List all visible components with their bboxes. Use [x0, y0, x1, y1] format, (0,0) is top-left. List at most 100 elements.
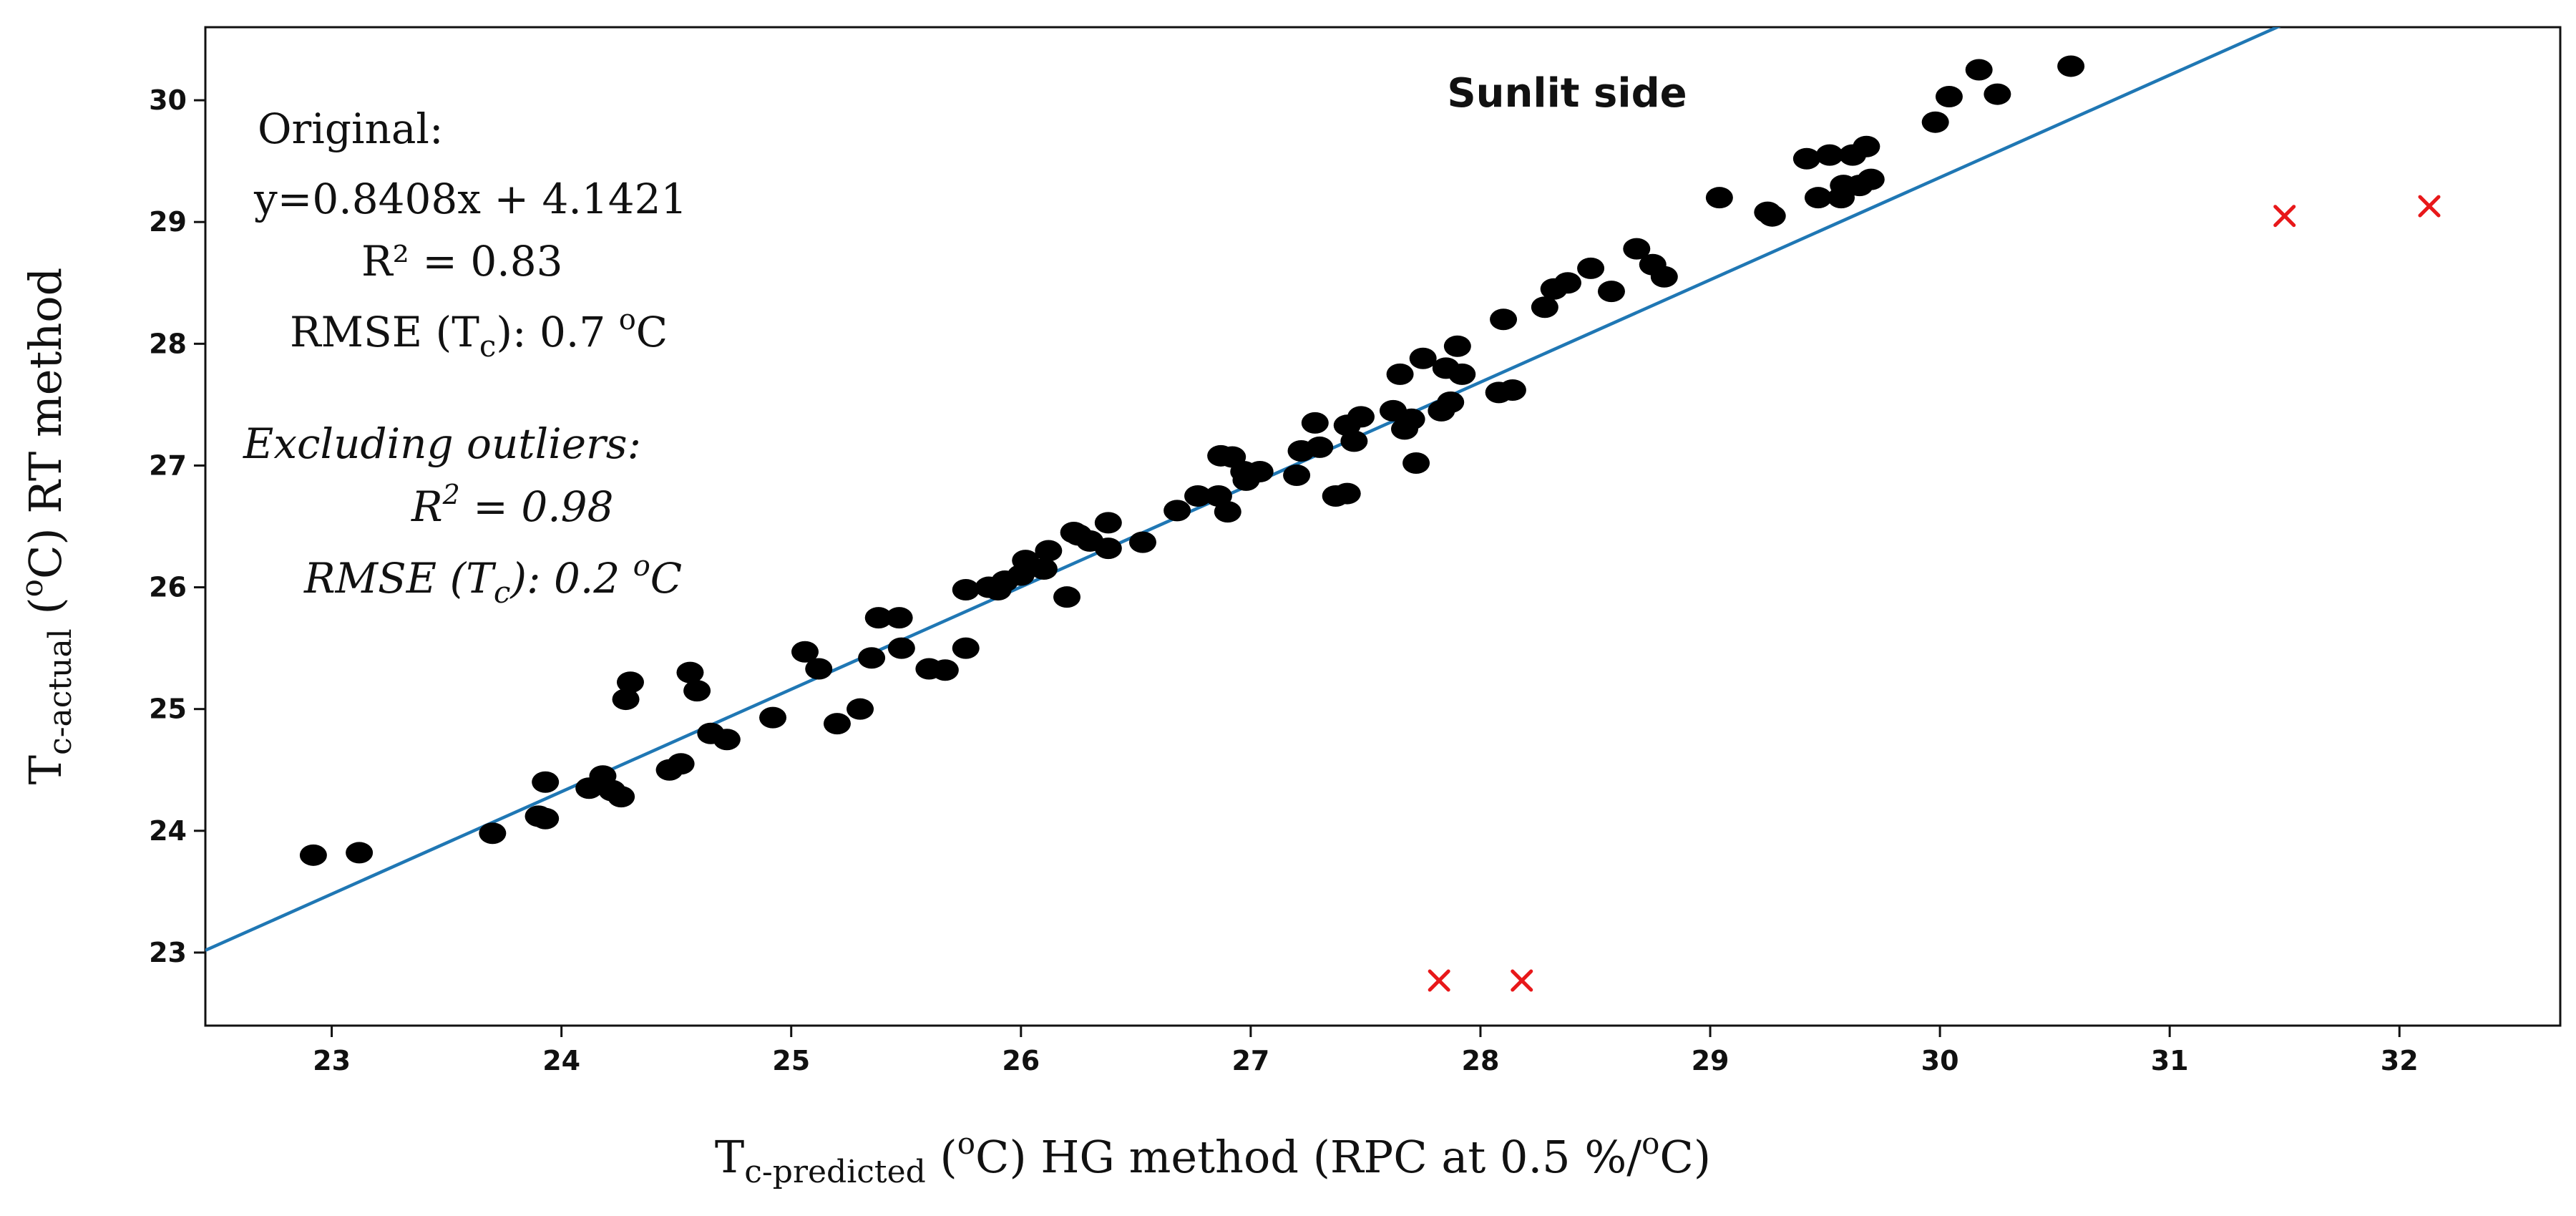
y-tick-label: 29 [149, 206, 187, 238]
data-point [1984, 83, 2011, 105]
data-point [1553, 272, 1581, 294]
data-point [1804, 187, 1832, 209]
excluding-outliers-annotation: Excluding outliers: R2 = 0.98 RMSE (Tc):… [243, 419, 682, 610]
excluding-label: Excluding outliers: [243, 419, 641, 468]
outlier-point [1428, 969, 1450, 992]
y-tick-label: 27 [149, 449, 187, 481]
data-point [1030, 558, 1058, 580]
data-points [299, 55, 2085, 866]
outlier-point [2418, 195, 2441, 218]
data-point [759, 706, 787, 729]
data-point [1094, 512, 1122, 534]
data-point [1035, 540, 1063, 562]
data-point [299, 844, 327, 866]
data-point [1815, 144, 1843, 166]
data-point [805, 658, 833, 680]
data-point [847, 698, 874, 720]
data-point [931, 659, 959, 681]
data-point [1283, 464, 1311, 487]
data-point [676, 661, 704, 684]
data-point [952, 637, 980, 659]
x-tick-label: 28 [1462, 1045, 1500, 1076]
data-point [1448, 363, 1476, 385]
fit-equation: y=0.8408x + 4.1421 [253, 175, 687, 223]
data-point [1214, 501, 1241, 523]
data-point [713, 729, 741, 751]
data-point [1409, 347, 1437, 369]
original-label: Original: [258, 104, 444, 153]
data-point [532, 771, 560, 793]
data-point [1301, 412, 1329, 434]
y-tick-label: 25 [149, 694, 187, 725]
y-tick-label: 23 [149, 937, 187, 968]
data-point [1650, 266, 1678, 288]
y-tick-label: 26 [149, 572, 187, 603]
data-point [1184, 485, 1212, 507]
data-point [1437, 391, 1465, 413]
data-point [1623, 238, 1651, 260]
data-point [616, 671, 644, 694]
outlier-points [1428, 195, 2441, 992]
data-point [1246, 460, 1274, 482]
data-point [1340, 430, 1368, 452]
data-point [612, 689, 640, 711]
data-point [1094, 538, 1122, 560]
data-point [1853, 135, 1880, 157]
data-point [791, 641, 819, 663]
data-point [1935, 85, 1963, 107]
data-point [1490, 308, 1518, 331]
data-point [1597, 281, 1625, 303]
x-axis-title: Tc-predicted (oC) HG method (RPC at 0.5 … [715, 1126, 1711, 1190]
x-tick-label: 26 [1002, 1045, 1040, 1076]
data-point [1705, 187, 1733, 209]
y-axis-title: Tc-actual (oC) RT method [14, 268, 79, 785]
rmse-excluding: RMSE (Tc): 0.2 oC [303, 550, 682, 610]
data-point [1921, 111, 1949, 133]
data-point [1386, 363, 1414, 385]
data-point [1531, 296, 1558, 318]
y-tick-label: 24 [149, 815, 187, 847]
data-point [1053, 586, 1081, 608]
data-point [887, 637, 915, 659]
x-tick-label: 23 [313, 1045, 351, 1076]
data-point [1857, 168, 1885, 190]
data-point [479, 822, 507, 845]
data-point [823, 713, 851, 735]
r2-excluding: R2 = 0.98 [411, 479, 613, 531]
data-point [1402, 452, 1430, 475]
data-point [858, 647, 886, 669]
data-point [683, 680, 711, 702]
chart-title: Sunlit side [1447, 70, 1687, 117]
data-point [1577, 257, 1605, 279]
x-tick-label: 32 [2381, 1045, 2419, 1076]
data-point [1347, 406, 1375, 428]
outlier-point [2273, 205, 2296, 228]
y-axis-ticks: 23 24 25 26 27 28 29 30 [149, 84, 205, 968]
data-point [1163, 500, 1191, 522]
data-point [1333, 482, 1361, 505]
data-point [1758, 205, 1786, 227]
data-point [1397, 408, 1425, 430]
data-point [1306, 436, 1334, 458]
r2-original: R² = 0.83 [361, 237, 563, 286]
data-point [1443, 335, 1471, 357]
x-tick-label: 24 [542, 1045, 580, 1076]
data-point [1792, 147, 1820, 170]
outlier-point [1511, 969, 1533, 992]
data-point [1128, 531, 1156, 553]
data-point [864, 607, 892, 629]
y-tick-label: 28 [149, 328, 187, 359]
data-point [2057, 55, 2085, 77]
data-point [608, 786, 635, 808]
fit-line [205, 27, 2281, 952]
x-tick-label: 29 [1692, 1045, 1729, 1076]
data-point [1498, 379, 1526, 401]
x-tick-label: 27 [1231, 1045, 1269, 1076]
data-point [346, 842, 374, 864]
fit-line-layer [205, 27, 2281, 952]
x-tick-label: 25 [772, 1045, 810, 1076]
plot-frame [204, 26, 2562, 1027]
x-tick-label: 31 [2151, 1045, 2189, 1076]
x-tick-label: 30 [1921, 1045, 1959, 1076]
